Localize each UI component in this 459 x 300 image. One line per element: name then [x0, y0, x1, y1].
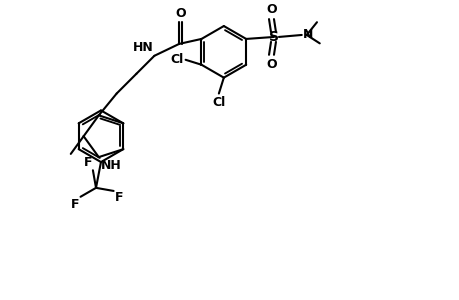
- Text: O: O: [266, 58, 277, 71]
- Text: F: F: [71, 198, 79, 211]
- Text: NH: NH: [101, 159, 121, 172]
- Text: S: S: [269, 30, 278, 44]
- Text: Cl: Cl: [212, 95, 225, 109]
- Text: O: O: [266, 3, 277, 16]
- Text: O: O: [175, 7, 186, 20]
- Text: F: F: [83, 156, 92, 169]
- Text: HN: HN: [132, 41, 153, 54]
- Text: F: F: [114, 191, 123, 204]
- Text: N: N: [302, 28, 313, 41]
- Text: Cl: Cl: [170, 53, 183, 66]
